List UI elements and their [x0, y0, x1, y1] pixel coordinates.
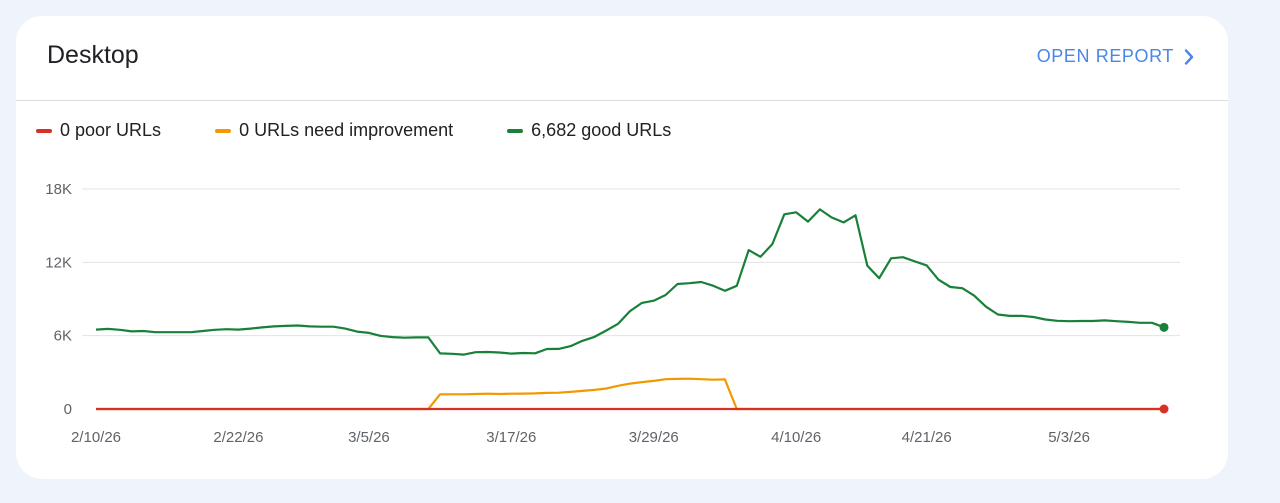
- legend-swatch-need-improvement: [215, 128, 232, 133]
- chart-legend: 0 poor URLs 0 URLs need improvement 6,68…: [36, 120, 725, 141]
- x-tick-label: 2/10/26: [71, 429, 121, 446]
- x-tick-label: 4/10/26: [771, 429, 821, 446]
- x-tick-label: 3/29/26: [629, 429, 679, 446]
- x-tick-label: 3/17/26: [486, 429, 536, 446]
- good-urls-line: [95, 208, 1165, 356]
- chevron-right-icon: [1184, 48, 1194, 65]
- legend-swatch-poor: [36, 128, 52, 133]
- need-improvement-line: [96, 377, 1164, 411]
- open-report-label: OPEN REPORT: [1036, 46, 1174, 66]
- legend-label-good: 6,682 good URLs: [531, 120, 672, 140]
- legend-item-need-improvement[interactable]: 0 URLs need improvement: [215, 120, 453, 141]
- card-title: Desktop: [47, 41, 139, 69]
- legend-item-good[interactable]: 6,682 good URLs: [507, 120, 671, 141]
- x-tick-label: 3/5/26: [348, 429, 390, 446]
- x-tick-label: 2/22/26: [213, 429, 263, 446]
- x-tick-label: 4/21/26: [902, 429, 952, 446]
- open-report-button[interactable]: OPEN REPORT: [1037, 46, 1194, 67]
- legend-label-poor: 0 poor URLs: [60, 120, 162, 140]
- y-tick-label: 6K: [54, 328, 72, 345]
- poor-urls-end-dot: [1159, 404, 1169, 414]
- good-urls-end-dot: [1159, 322, 1169, 332]
- y-tick-label: 12K: [45, 254, 72, 271]
- legend-label-need-improvement: 0 URLs need improvement: [239, 120, 454, 140]
- legend-item-poor[interactable]: 0 poor URLs: [36, 120, 161, 141]
- legend-swatch-good: [507, 128, 524, 133]
- y-tick-label: 18K: [45, 181, 72, 198]
- report-card: Desktop OPEN REPORT 0 poor URLs 0 URLs n…: [16, 16, 1228, 479]
- y-tick-label: 0: [64, 401, 72, 418]
- card-header: Desktop OPEN REPORT: [16, 16, 1228, 101]
- x-tick-label: 5/3/26: [1048, 429, 1090, 446]
